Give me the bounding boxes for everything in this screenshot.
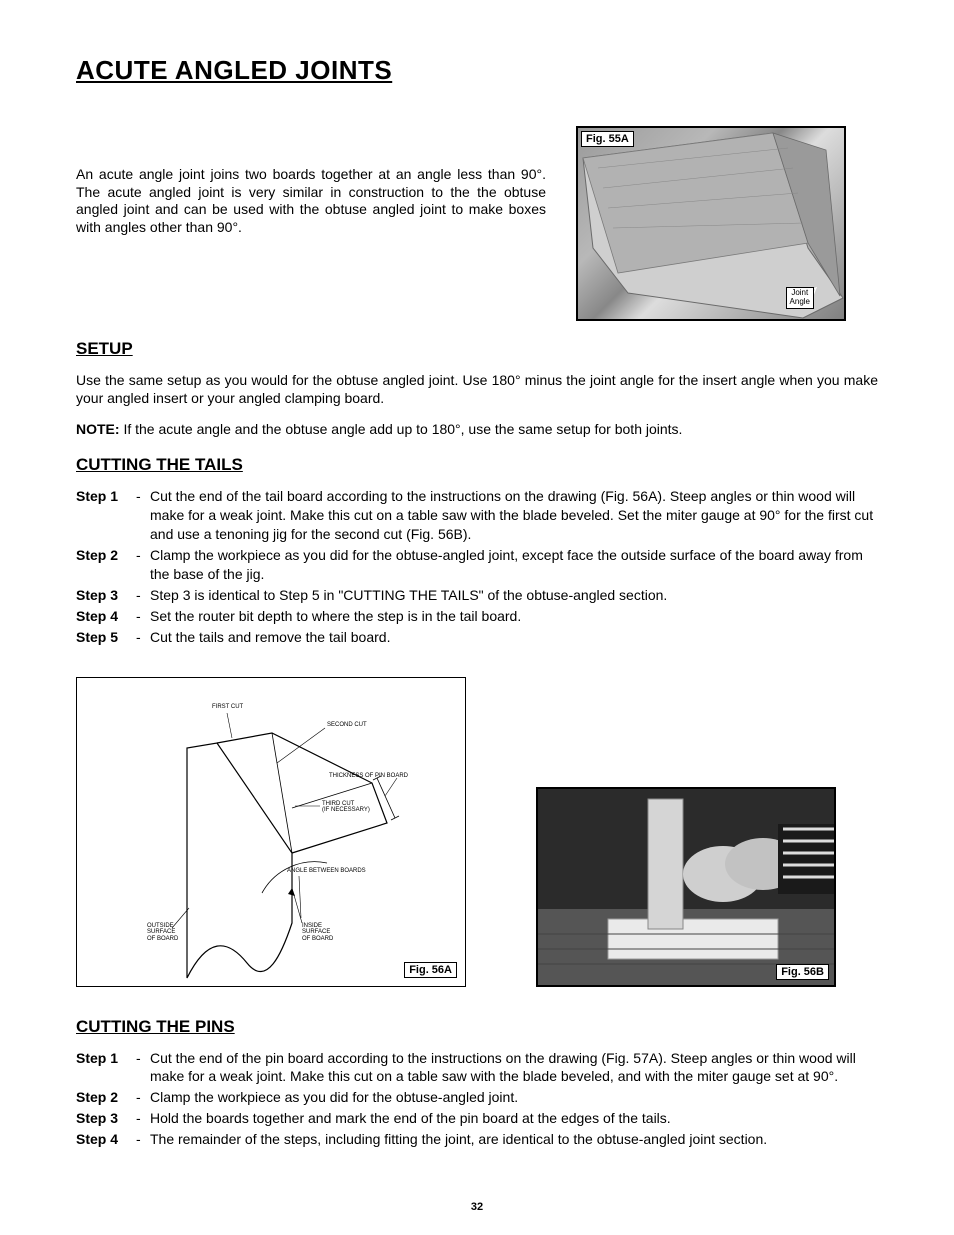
step-text: Cut the end of the tail board according … bbox=[150, 487, 878, 544]
step-dash: - bbox=[136, 546, 150, 584]
diag-thickness: THICKNESS OF PIN BOARD bbox=[329, 773, 408, 780]
step-dash: - bbox=[136, 1088, 150, 1107]
diag-third-cut-l1: THIRD CUT bbox=[322, 801, 354, 807]
step-label: Step 3 bbox=[76, 586, 136, 605]
step-label: Step 5 bbox=[76, 628, 136, 647]
figure-56b-photo bbox=[538, 789, 836, 987]
page-number: 32 bbox=[0, 1201, 954, 1213]
step-label: Step 1 bbox=[76, 1049, 136, 1087]
step-row: Step 4-The remainder of the steps, inclu… bbox=[76, 1130, 878, 1149]
step-row: Step 3-Step 3 is identical to Step 5 in … bbox=[76, 586, 878, 605]
note-text: If the acute angle and the obtuse angle … bbox=[120, 421, 683, 437]
step-text: Clamp the workpiece as you did for the o… bbox=[150, 1088, 878, 1107]
diag-first-cut: FIRST CUT bbox=[212, 704, 243, 711]
step-row: Step 2-Clamp the workpiece as you did fo… bbox=[76, 546, 878, 584]
step-text: Clamp the workpiece as you did for the o… bbox=[150, 546, 878, 584]
figure-55a-label: Fig. 55A bbox=[581, 131, 634, 147]
page-title: ACUTE ANGLED JOINTS bbox=[76, 55, 878, 86]
figure-row: FIRST CUT SECOND CUT THICKNESS OF PIN BO… bbox=[76, 677, 878, 987]
step-row: Step 4-Set the router bit depth to where… bbox=[76, 607, 878, 626]
step-label: Step 4 bbox=[76, 607, 136, 626]
cutting-tails-heading: CUTTING THE TAILS bbox=[76, 455, 878, 475]
diag-inside-l2: SURFACE bbox=[302, 929, 330, 935]
diag-outside-l2: SURFACE bbox=[147, 929, 175, 935]
step-row: Step 1-Cut the end of the tail board acc… bbox=[76, 487, 878, 544]
pins-steps: Step 1-Cut the end of the pin board acco… bbox=[76, 1049, 878, 1149]
step-dash: - bbox=[136, 1049, 150, 1087]
step-text: Cut the end of the pin board according t… bbox=[150, 1049, 878, 1087]
step-row: Step 2-Clamp the workpiece as you did fo… bbox=[76, 1088, 878, 1107]
diag-third-cut-l2: (IF NECESSARY) bbox=[322, 807, 370, 813]
step-text: Cut the tails and remove the tail board. bbox=[150, 628, 878, 647]
note-label: NOTE: bbox=[76, 421, 120, 437]
joint-angle-callout: Joint Angle bbox=[786, 287, 814, 309]
page: ACUTE ANGLED JOINTS An acute angle joint… bbox=[0, 0, 954, 1214]
step-label: Step 4 bbox=[76, 1130, 136, 1149]
step-label: Step 3 bbox=[76, 1109, 136, 1128]
step-label: Step 2 bbox=[76, 1088, 136, 1107]
diag-outside-l1: OUTSIDE bbox=[147, 923, 174, 929]
intro-row: An acute angle joint joins two boards to… bbox=[76, 126, 878, 321]
diag-third-cut: THIRD CUT (IF NECESSARY) bbox=[322, 801, 370, 814]
step-dash: - bbox=[136, 628, 150, 647]
diag-second-cut: SECOND CUT bbox=[327, 722, 367, 729]
step-text: Hold the boards together and mark the en… bbox=[150, 1109, 878, 1128]
joint-angle-line1: Joint bbox=[791, 288, 808, 297]
step-dash: - bbox=[136, 1109, 150, 1128]
figure-56a-label: Fig. 56A bbox=[404, 962, 457, 978]
figure-56a: FIRST CUT SECOND CUT THICKNESS OF PIN BO… bbox=[76, 677, 466, 987]
step-text: The remainder of the steps, including fi… bbox=[150, 1130, 878, 1149]
step-dash: - bbox=[136, 1130, 150, 1149]
diag-outside-l3: OF BOARD bbox=[147, 936, 178, 942]
diag-angle-between: ANGLE BETWEEN BOARDS bbox=[287, 868, 366, 875]
figure-56b-label: Fig. 56B bbox=[776, 964, 829, 980]
step-row: Step 3-Hold the boards together and mark… bbox=[76, 1109, 878, 1128]
diag-outside: OUTSIDE SURFACE OF BOARD bbox=[147, 923, 178, 943]
step-dash: - bbox=[136, 607, 150, 626]
step-dash: - bbox=[136, 586, 150, 605]
step-dash: - bbox=[136, 487, 150, 544]
step-text: Set the router bit depth to where the st… bbox=[150, 607, 878, 626]
intro-paragraph: An acute angle joint joins two boards to… bbox=[76, 126, 546, 236]
joint-angle-line2: Angle bbox=[790, 297, 810, 306]
step-label: Step 1 bbox=[76, 487, 136, 544]
note: NOTE: If the acute angle and the obtuse … bbox=[76, 421, 878, 437]
step-label: Step 2 bbox=[76, 546, 136, 584]
setup-text: Use the same setup as you would for the … bbox=[76, 371, 878, 407]
diag-inside: INSIDE SURFACE OF BOARD bbox=[302, 923, 333, 943]
figure-56a-diagram bbox=[77, 678, 467, 988]
setup-heading: SETUP bbox=[76, 339, 878, 359]
tails-steps: Step 1-Cut the end of the tail board acc… bbox=[76, 487, 878, 646]
step-text: Step 3 is identical to Step 5 in "CUTTIN… bbox=[150, 586, 878, 605]
diag-inside-l3: OF BOARD bbox=[302, 936, 333, 942]
step-row: Step 1-Cut the end of the pin board acco… bbox=[76, 1049, 878, 1087]
diag-inside-l1: INSIDE bbox=[302, 923, 322, 929]
figure-55a: Fig. 55A Joint Angle bbox=[576, 126, 846, 321]
figure-56b: Fig. 56B bbox=[536, 787, 836, 987]
step-row: Step 5-Cut the tails and remove the tail… bbox=[76, 628, 878, 647]
cutting-pins-heading: CUTTING THE PINS bbox=[76, 1017, 878, 1037]
